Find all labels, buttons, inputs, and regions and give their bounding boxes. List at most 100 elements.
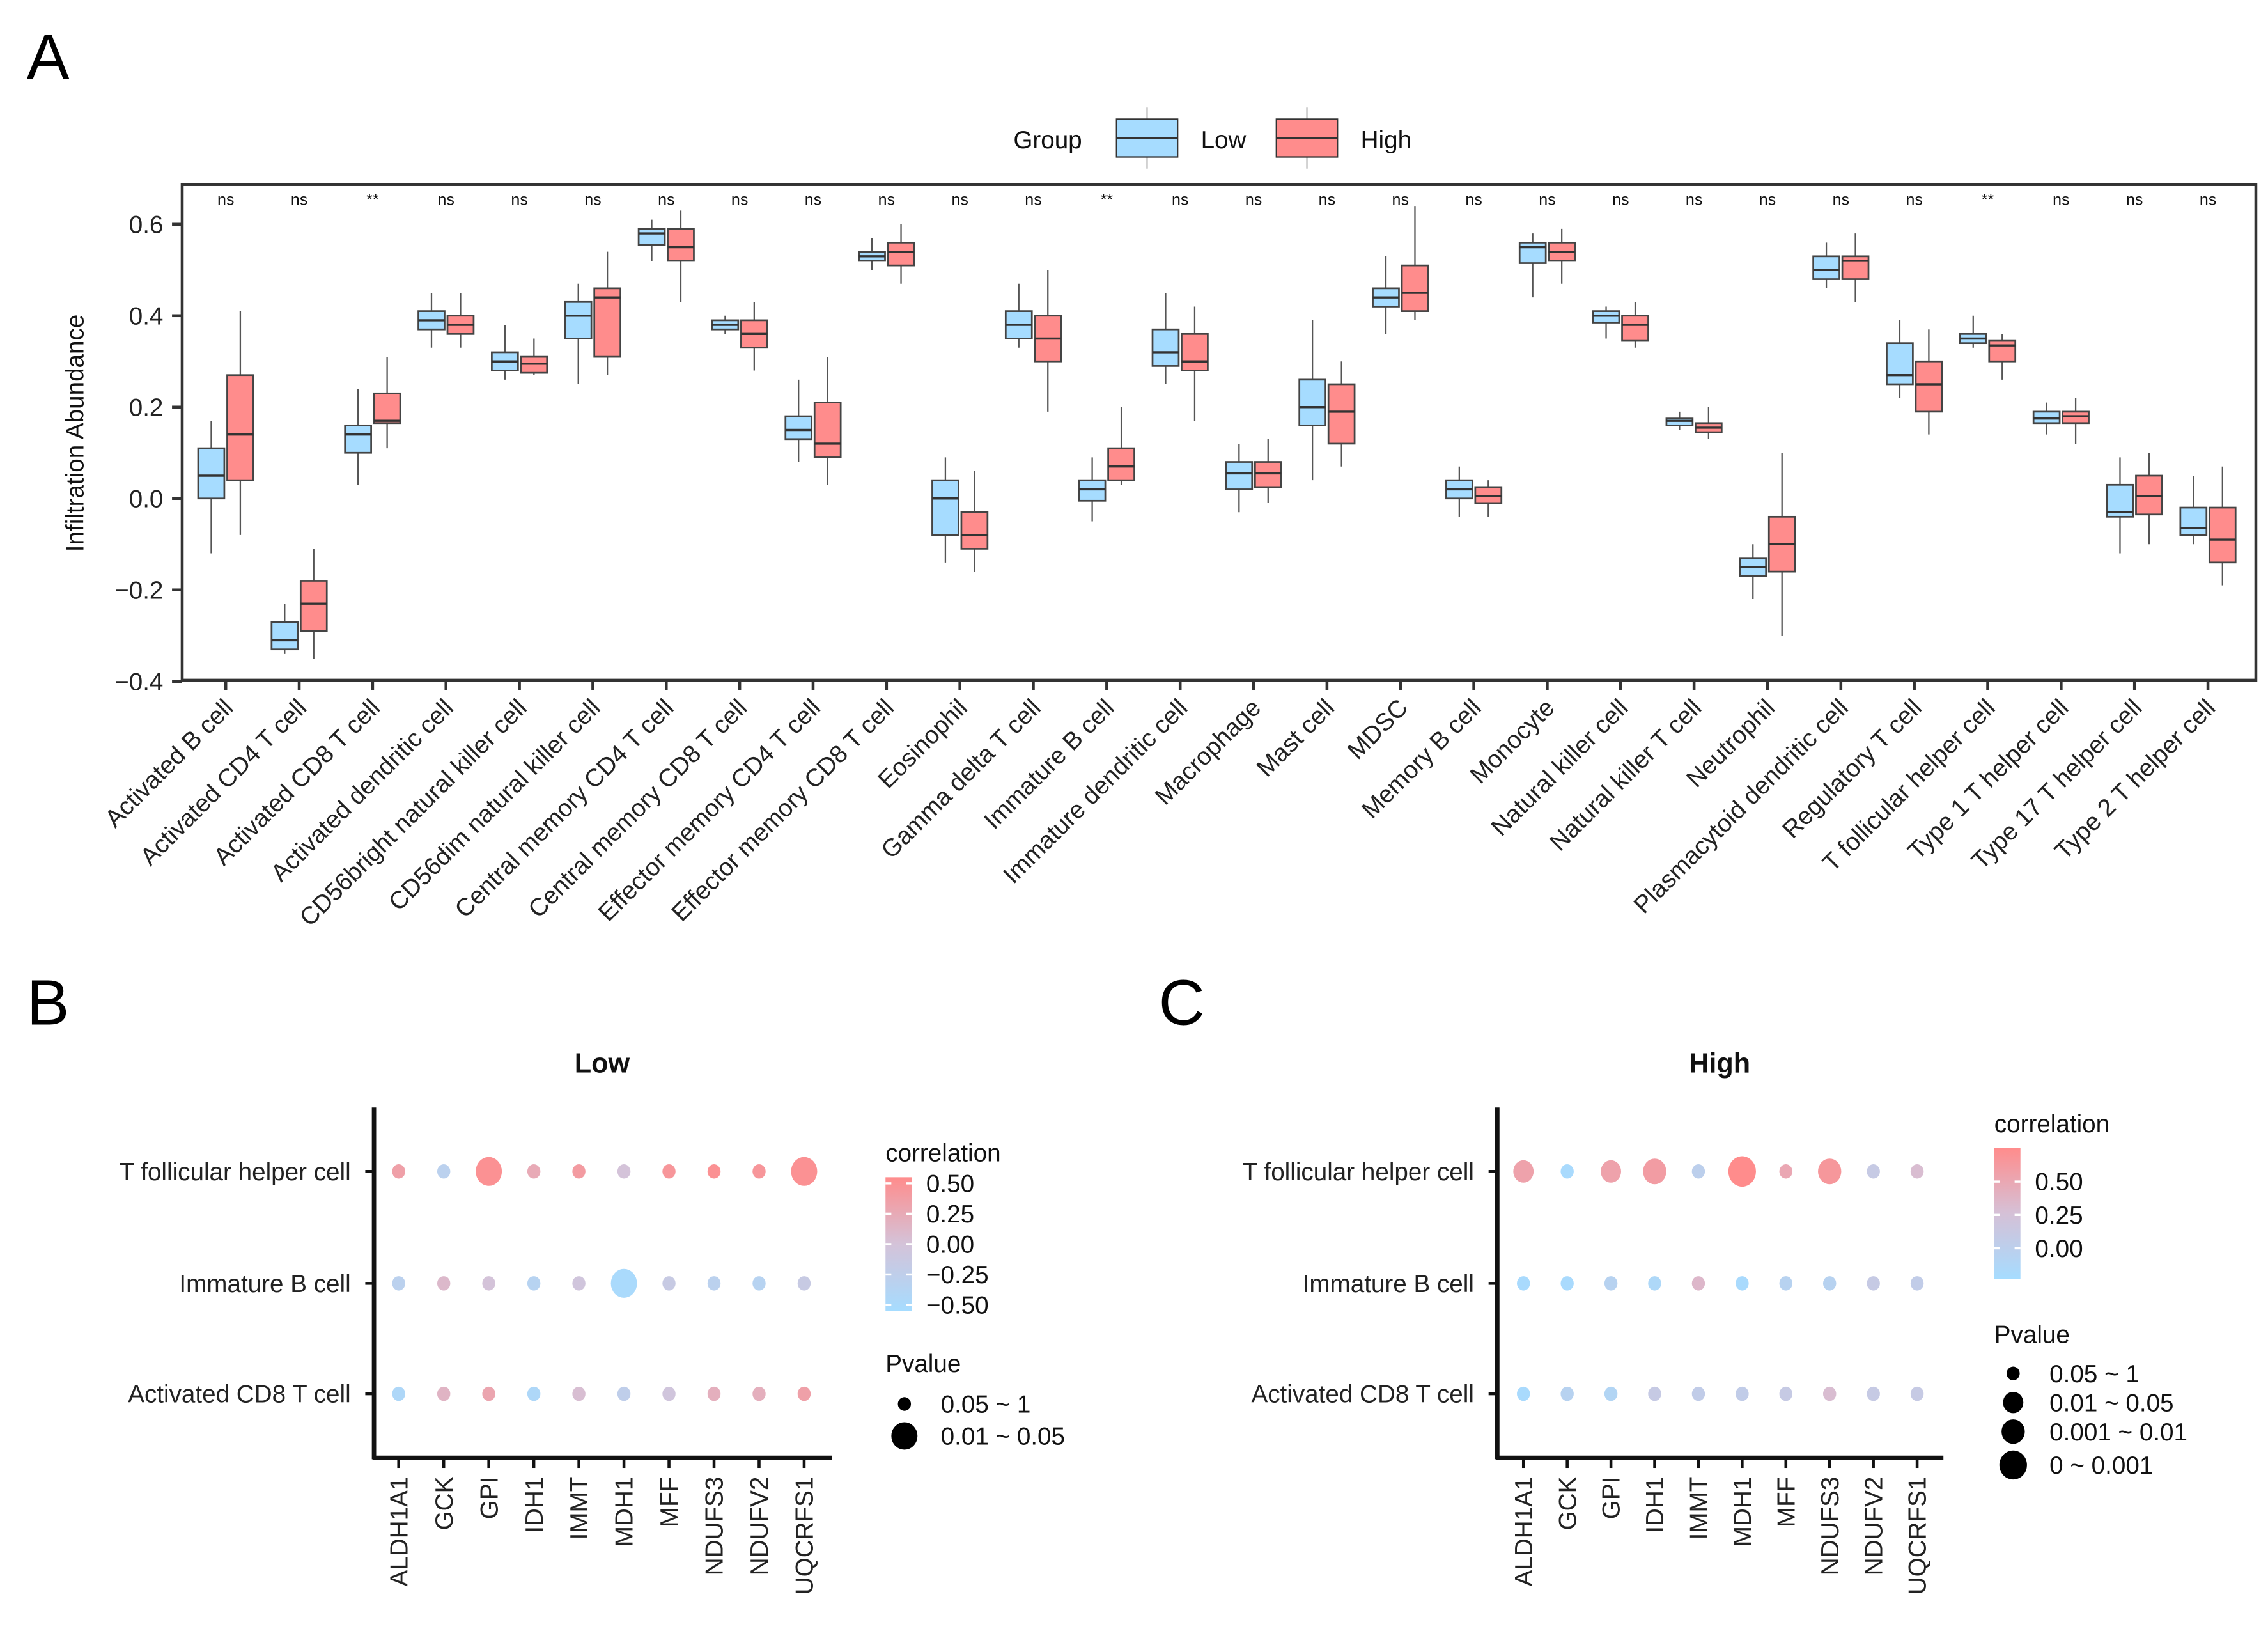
significance-label: ns	[1833, 191, 1849, 209]
box	[299, 580, 328, 632]
column-label: ALDH1A1	[1511, 1477, 1538, 1587]
correlation-dot	[1910, 1164, 1924, 1179]
size-legend-dot	[2007, 1366, 2020, 1381]
box-high	[1107, 407, 1135, 485]
significance-label: ns	[1686, 191, 1702, 209]
color-legend-label: −0.50	[926, 1292, 989, 1320]
correlation-dot	[752, 1164, 766, 1179]
significance-label: ns	[1392, 191, 1409, 209]
box	[1665, 417, 1694, 426]
correlation-dot	[1560, 1164, 1574, 1179]
correlation-dot	[572, 1386, 586, 1401]
correlation-dot	[1779, 1276, 1793, 1291]
significance-label: ns	[1319, 191, 1335, 209]
correlation-dot	[1728, 1156, 1756, 1187]
correlation-dot	[1560, 1276, 1574, 1291]
box	[2062, 410, 2090, 425]
box-low	[564, 283, 593, 385]
box-high	[446, 293, 475, 348]
correlation-dot	[392, 1386, 405, 1401]
correlation-dot	[1736, 1276, 1749, 1291]
size-legend-dot	[897, 1397, 912, 1411]
box-low	[711, 315, 740, 334]
correlation-dot	[752, 1386, 766, 1401]
significance-label: ns	[2200, 191, 2216, 209]
correlation-dot	[707, 1276, 721, 1291]
color-legend-label: −0.25	[926, 1261, 989, 1289]
box	[931, 479, 959, 536]
row-label: Activated CD8 T cell	[128, 1381, 351, 1408]
correlation-dot	[617, 1164, 631, 1179]
box	[520, 355, 548, 374]
box-high	[1988, 334, 2017, 380]
box-high	[373, 357, 401, 449]
box-low	[1812, 242, 1840, 288]
correlation-dot	[1910, 1276, 1924, 1291]
size-legend-dot	[2003, 1392, 2024, 1414]
correlation-dot	[662, 1386, 676, 1401]
box-low	[417, 293, 446, 348]
box-high	[960, 471, 989, 572]
correlation-dot	[1517, 1386, 1530, 1401]
y-tick-label: 0.2	[129, 394, 164, 421]
box-high	[813, 357, 842, 485]
y-tick-label: −0.4	[114, 668, 163, 696]
column-label: NDUFV2	[746, 1477, 773, 1576]
correlation-dot	[1691, 1386, 1705, 1401]
box-low	[1739, 544, 1767, 600]
correlation-dot	[1648, 1386, 1661, 1401]
color-legend-label: 0.50	[2035, 1169, 2083, 1196]
box	[270, 621, 299, 651]
box-low	[344, 389, 372, 485]
box-high	[1181, 306, 1209, 421]
column-label: NDUFV2	[1860, 1477, 1888, 1576]
correlation-dot	[572, 1276, 586, 1291]
correlation-dot	[1601, 1160, 1622, 1183]
boxplot-panel: Group Low High Infiltration Abundance 0.…	[61, 107, 2258, 932]
significance-label: ns	[511, 191, 527, 209]
box-high	[1327, 361, 1356, 467]
correlation-dot	[527, 1164, 541, 1179]
panel-label-c: C	[1159, 967, 1205, 1039]
column-label: IDH1	[521, 1477, 548, 1533]
box-high	[226, 311, 254, 535]
box	[1298, 378, 1326, 426]
color-legend-label: 0.25	[926, 1201, 974, 1228]
box	[813, 402, 842, 458]
size-legend-dot	[2001, 1419, 2025, 1444]
box	[1225, 461, 1254, 490]
row-label: Activated CD8 T cell	[1251, 1381, 1474, 1408]
box-high	[2208, 466, 2237, 586]
row-label: Immature B cell	[1303, 1270, 1474, 1298]
box-low	[1151, 293, 1180, 385]
color-legend-title: correlation	[1994, 1111, 2109, 1138]
correlation-dot	[1691, 1164, 1705, 1179]
box-high	[593, 251, 621, 375]
legend-high: High	[1275, 107, 1411, 169]
box	[1151, 328, 1180, 367]
row-label: T follicular helper cell	[120, 1158, 351, 1186]
x-tick-label: Immature B cell	[979, 694, 1119, 834]
box-low	[2106, 457, 2134, 554]
correlation-dot	[707, 1386, 721, 1401]
correlation-dot	[1604, 1276, 1618, 1291]
column-label: MFF	[656, 1477, 683, 1527]
significance-label: ns	[1245, 191, 1262, 209]
box	[1592, 310, 1620, 324]
color-legend-label: 0.00	[926, 1231, 974, 1259]
box-high	[299, 549, 328, 659]
size-legend-label: 0.05 ~ 1	[941, 1391, 1031, 1419]
correlation-dot	[1867, 1276, 1880, 1291]
box	[1078, 479, 1107, 502]
correlation-dot	[437, 1276, 451, 1291]
box-low	[1959, 315, 1987, 348]
correlation-dot	[392, 1164, 405, 1179]
box	[2179, 506, 2208, 536]
box	[1621, 315, 1649, 342]
column-label: NDUFS3	[701, 1477, 729, 1576]
legend-label-high: High	[1361, 127, 1411, 154]
dotplot-high-panel: High T follicular helper cell Immature B c…	[1243, 1049, 2187, 1595]
correlation-dot	[1910, 1386, 1924, 1401]
plot-title: Low	[575, 1049, 630, 1079]
significance-label: ns	[1465, 191, 1482, 209]
